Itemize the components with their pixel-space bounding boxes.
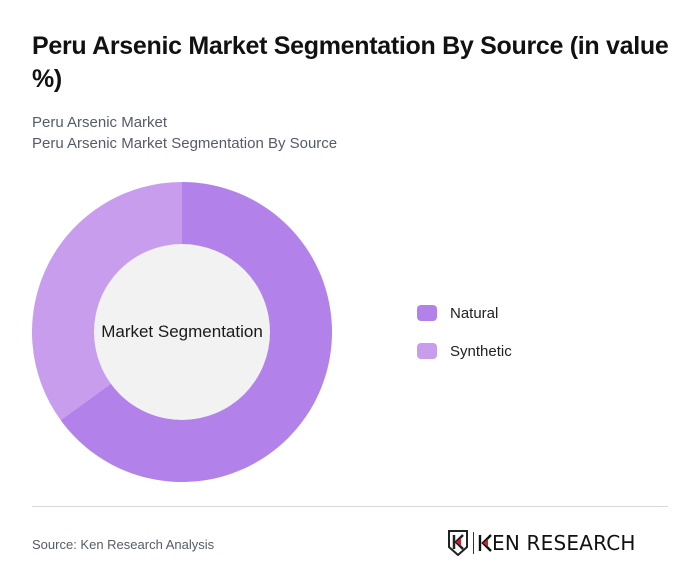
legend-swatch-natural xyxy=(417,305,437,321)
source-note: Source: Ken Research Analysis xyxy=(32,537,215,552)
footer-divider xyxy=(32,506,668,507)
chart-legend: Natural Synthetic xyxy=(417,303,512,379)
donut-hole xyxy=(94,244,270,420)
donut-center-label: Market Segmentation xyxy=(101,322,263,341)
breadcrumb-segmentation: Peru Arsenic Market Segmentation By Sour… xyxy=(32,135,338,152)
legend-label: Synthetic xyxy=(450,342,512,360)
breadcrumb-market: Peru Arsenic Market xyxy=(32,114,168,131)
legend-item-natural[interactable]: Natural xyxy=(417,303,512,323)
donut-chart xyxy=(32,182,332,482)
chart-title: Peru Arsenic Market Segmentation By Sour… xyxy=(32,32,669,93)
legend-swatch-synthetic xyxy=(417,343,437,359)
legend-label: Natural xyxy=(450,304,499,322)
ken-shield-icon xyxy=(448,530,468,556)
logo-text: EN RESEARCH xyxy=(492,531,636,555)
logo-divider xyxy=(473,532,474,554)
ken-research-logo: EN RESEARCH xyxy=(447,530,636,556)
legend-item-synthetic[interactable]: Synthetic xyxy=(417,341,512,361)
ken-k-icon xyxy=(478,534,492,552)
